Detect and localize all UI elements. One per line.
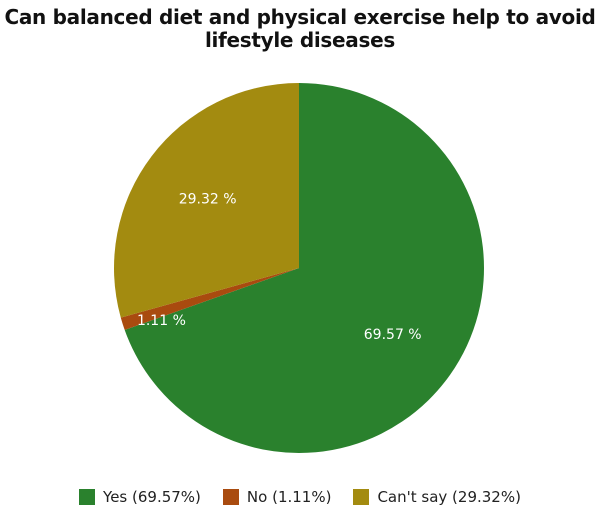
pie-slice-cant-say[interactable]	[113, 82, 300, 318]
legend: Yes (69.57%) No (1.11%) Can't say (29.32…	[0, 488, 600, 506]
slice-label-yes: 69.57 %	[364, 327, 422, 343]
slice-label-no: 1.11 %	[137, 313, 186, 329]
legend-swatch-no	[222, 489, 239, 505]
legend-label-yes: Yes (69.57%)	[103, 488, 201, 506]
pie-slice-yes[interactable]	[124, 83, 485, 453]
legend-item-no[interactable]: No (1.11%)	[222, 488, 332, 506]
legend-label-no: No (1.11%)	[246, 488, 332, 506]
chart-title: Can balanced diet and physical exercise …	[4, 5, 596, 52]
legend-swatch-yes	[79, 489, 96, 505]
legend-item-yes[interactable]: Yes (69.57%)	[79, 488, 201, 506]
legend-swatch-cant-say	[353, 489, 370, 505]
pie-slice-no[interactable]	[120, 268, 299, 330]
legend-item-cant-say[interactable]: Can't say (29.32%)	[353, 488, 521, 506]
legend-label-cant-say: Can't say (29.32%)	[377, 488, 521, 506]
pie-chart: 69.57 % 1.11 % 29.32 %	[113, 82, 485, 453]
slice-label-cant-say: 29.32 %	[179, 192, 237, 208]
